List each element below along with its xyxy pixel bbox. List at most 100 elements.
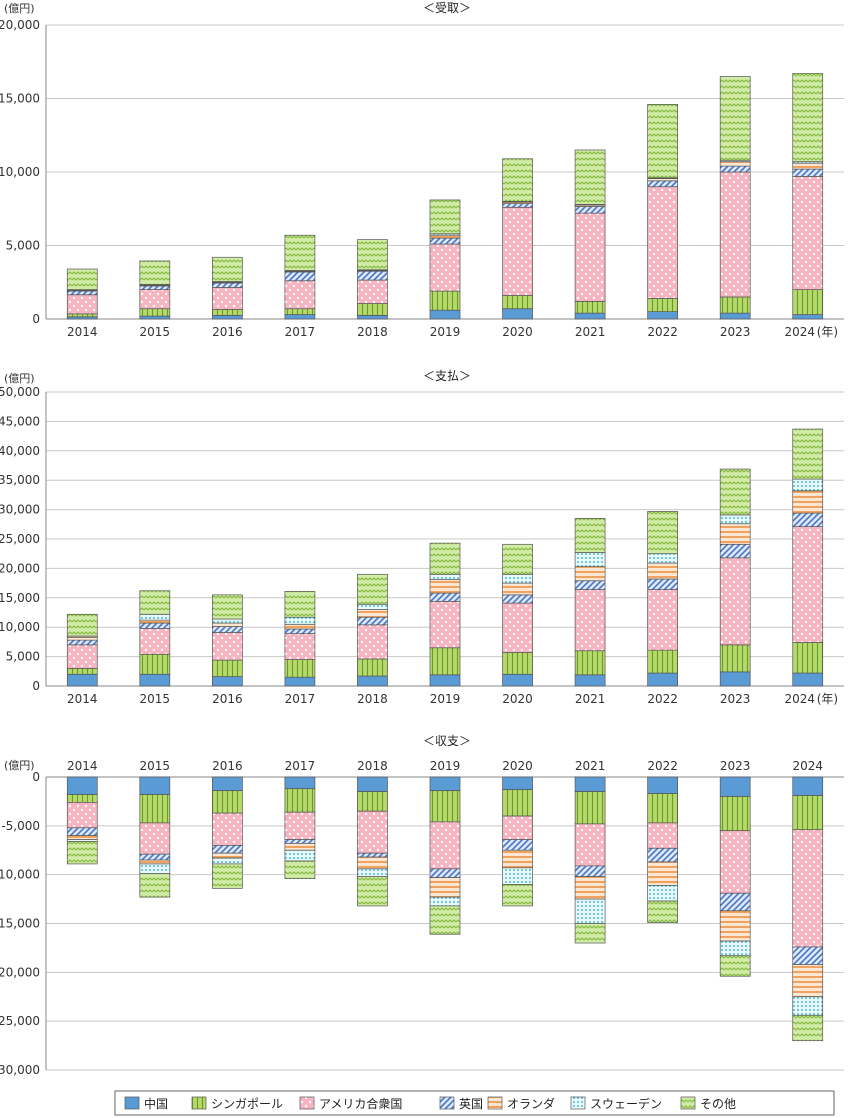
bar-receipts-2018-series-6 <box>357 239 388 271</box>
bar-balance-2016-series-4 <box>212 852 243 859</box>
bar-receipts-2021-series-0 <box>574 312 606 320</box>
bar-payments-2017-series-0 <box>284 676 316 687</box>
y-unit-label-receipts: (億円) <box>4 2 35 15</box>
bar-receipts-2022-series-2 <box>647 186 678 299</box>
bar-receipts-2018-series-0 <box>357 314 388 320</box>
bar-payments-2017-series-6 <box>284 590 316 618</box>
x-tick-label-receipts-2: 2016 <box>212 325 243 339</box>
bar-payments-2019-series-6 <box>429 542 461 575</box>
bar-payments-2024-series-2 <box>792 526 824 643</box>
bar-receipts-2019-series-1 <box>429 290 461 311</box>
x-tick-label-receipts-0: 2014 <box>67 325 98 339</box>
legend-label-3: 英国 <box>459 1097 483 1111</box>
bar-balance-2017-series-2 <box>284 811 316 840</box>
bar-receipts-2015-series-6 <box>139 260 171 285</box>
bar-payments-2016-series-3 <box>212 626 243 633</box>
x-tick-label-receipts-5: 2019 <box>430 325 461 339</box>
bar-receipts-2023-series-3 <box>719 165 751 173</box>
bar-balance-2017-series-6 <box>284 860 316 879</box>
x-unit-label-receipts: (年) <box>817 325 838 339</box>
bar-balance-2017-series-3 <box>284 839 316 844</box>
bar-payments-2018-series-4 <box>357 609 388 618</box>
y-tick-label-payments-10: 50,000 <box>0 385 40 399</box>
y-tick-label-payments-5: 25,000 <box>0 532 40 546</box>
bar-balance-2020-series-5 <box>502 867 533 885</box>
x-tick-label-receipts-6: 2020 <box>502 325 533 339</box>
bar-balance-2019-series-5 <box>429 896 461 907</box>
bar-payments-2017-series-3 <box>284 628 316 635</box>
bar-balance-2019-series-3 <box>429 868 461 878</box>
y-tick-label-receipts-1: 5,000 <box>6 239 40 253</box>
bar-receipts-2020-series-6 <box>502 158 533 202</box>
bar-balance-2020-series-2 <box>502 815 533 840</box>
x-tick-label-payments-1: 2015 <box>140 692 171 706</box>
bar-balance-2014-series-6 <box>66 841 98 865</box>
x-unit-label-payments: (年) <box>817 692 838 706</box>
x-tick-label-balance-8: 2022 <box>647 759 678 773</box>
bar-payments-2024-series-5 <box>792 478 824 492</box>
bar-payments-2020-series-0 <box>502 673 533 687</box>
bar-receipts-2020-series-1 <box>502 295 533 310</box>
y-tick-label-payments-3: 15,000 <box>0 591 40 605</box>
x-tick-label-payments-7: 2021 <box>575 692 606 706</box>
bar-balance-2015-series-5 <box>139 863 171 875</box>
bar-payments-2018-series-6 <box>357 573 388 605</box>
bar-balance-2017-series-1 <box>284 788 316 813</box>
bar-balance-2022-series-1 <box>647 793 678 824</box>
bar-payments-2021-series-3 <box>574 580 606 590</box>
bar-balance-2018-series-4 <box>357 856 388 870</box>
bar-receipts-2019-series-3 <box>429 237 461 245</box>
bar-receipts-2023-series-1 <box>719 296 751 314</box>
bar-balance-2015-series-0 <box>139 776 171 795</box>
bar-balance-2015-series-1 <box>139 794 171 824</box>
bar-balance-2021-series-2 <box>574 823 606 867</box>
bar-payments-2014-series-4 <box>66 636 98 641</box>
y-tick-label-receipts-2: 10,000 <box>0 165 40 179</box>
bar-payments-2018-series-5 <box>357 603 388 610</box>
bar-payments-2019-series-4 <box>429 579 461 594</box>
bar-payments-2016-series-5 <box>212 618 243 624</box>
y-tick-label-balance-2: -10,000 <box>0 868 40 882</box>
bar-receipts-2024-series-2 <box>792 176 824 290</box>
y-tick-label-payments-7: 35,000 <box>0 473 40 487</box>
bar-receipts-2015-series-0 <box>139 315 171 320</box>
bar-receipts-2020-series-0 <box>502 308 533 320</box>
legend-label-5: スウェーデン <box>590 1096 662 1111</box>
y-tick-label-balance-5: -25,000 <box>0 1014 40 1028</box>
bar-balance-2024-series-0 <box>792 776 824 796</box>
bar-receipts-2014-series-6 <box>66 268 98 290</box>
bar-payments-2022-series-5 <box>647 553 678 564</box>
bar-payments-2015-series-0 <box>139 673 171 687</box>
bar-balance-2023-series-5 <box>719 940 751 957</box>
legend-label-6: その他 <box>700 1097 736 1111</box>
bar-receipts-2024-series-4 <box>792 162 824 170</box>
bar-balance-2016-series-2 <box>212 812 243 846</box>
bar-balance-2020-series-4 <box>502 849 533 869</box>
bar-balance-2024-series-6 <box>792 1014 824 1042</box>
bar-receipts-2017-series-3 <box>284 271 316 282</box>
legend-label-4: オランダ <box>507 1096 555 1111</box>
y-tick-label-payments-6: 30,000 <box>0 503 40 517</box>
legend-swatch-6 <box>680 1096 696 1110</box>
bar-balance-2014-series-3 <box>66 827 98 836</box>
bar-receipts-2017-series-1 <box>284 308 316 315</box>
x-tick-label-balance-7: 2021 <box>575 759 606 773</box>
legend-frame <box>114 1090 835 1116</box>
x-tick-label-payments-5: 2019 <box>430 692 461 706</box>
bar-balance-2018-series-5 <box>357 868 388 877</box>
bar-balance-2024-series-1 <box>792 795 824 831</box>
bar-balance-2022-series-6 <box>647 900 678 923</box>
bar-balance-2018-series-1 <box>357 791 388 812</box>
bar-balance-2022-series-5 <box>647 885 678 902</box>
bar-payments-2014-series-0 <box>66 673 98 687</box>
bar-receipts-2021-series-2 <box>574 212 606 302</box>
bar-payments-2022-series-3 <box>647 578 678 590</box>
bar-receipts-2024-series-6 <box>792 73 824 163</box>
bar-payments-2018-series-2 <box>357 624 388 660</box>
bar-payments-2020-series-4 <box>502 582 533 596</box>
x-tick-label-payments-4: 2018 <box>357 692 388 706</box>
y-tick-label-balance-4: -20,000 <box>0 965 40 979</box>
bar-balance-2021-series-6 <box>574 923 606 944</box>
bar-balance-2024-series-5 <box>792 996 824 1016</box>
bar-receipts-2016-series-2 <box>212 287 243 310</box>
